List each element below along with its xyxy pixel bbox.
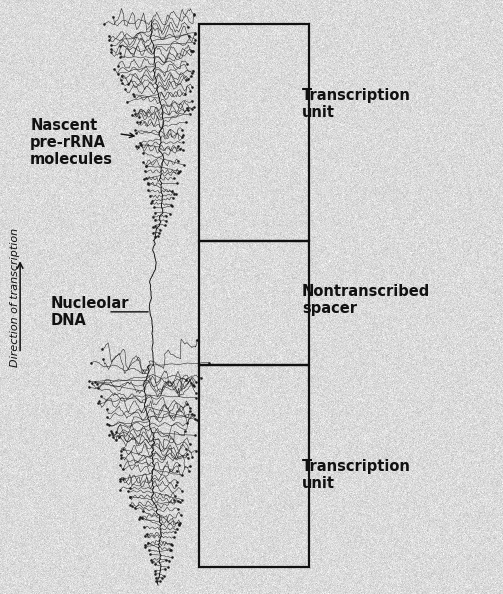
Text: Nascent
pre-rRNA
molecules: Nascent pre-rRNA molecules (30, 118, 113, 168)
Bar (199, 241, 309, 365)
Text: Nontranscribed
spacer: Nontranscribed spacer (302, 284, 430, 316)
Bar (199, 24, 309, 241)
Text: Direction of transcription: Direction of transcription (10, 228, 20, 366)
Bar (199, 365, 309, 567)
Text: Transcription
unit: Transcription unit (302, 459, 410, 491)
Text: Transcription
unit: Transcription unit (302, 88, 410, 120)
Text: Nucleolar
DNA: Nucleolar DNA (50, 296, 129, 328)
